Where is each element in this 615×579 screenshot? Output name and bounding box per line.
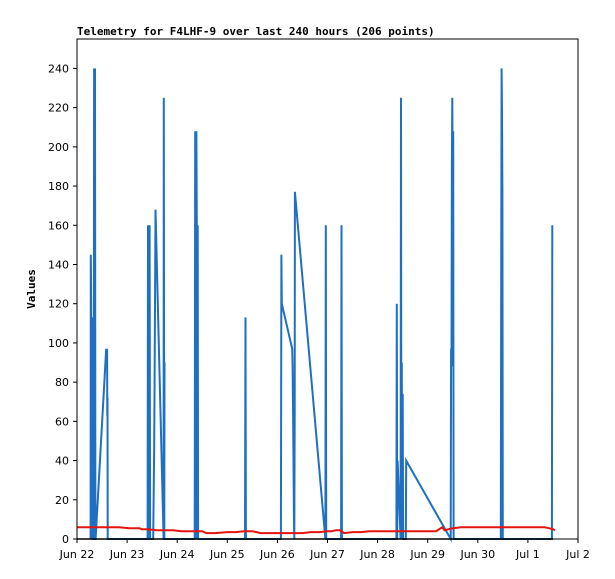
y-axis-label: Values (25, 269, 38, 309)
y-tick-label: 40 (55, 455, 69, 468)
x-tick-label: Jun 29 (409, 548, 445, 561)
x-tick-label: Jun 23 (109, 548, 145, 561)
y-tick-label: 60 (55, 415, 69, 428)
x-tick-label: Jun 26 (259, 548, 295, 561)
y-tick-label: 120 (48, 298, 69, 311)
x-tick-label: Jun 22 (59, 548, 95, 561)
y-tick-label: 140 (48, 258, 69, 271)
x-tick-label: Jul 1 (515, 548, 540, 561)
y-tick-label: 0 (62, 533, 69, 546)
y-tick-label: 160 (48, 219, 69, 232)
y-axis: 0 20 40 60 80 100 120 140 160 180 200 220 240 (48, 62, 77, 546)
y-tick-label: 80 (55, 376, 69, 389)
y-tick-label: 200 (48, 141, 69, 154)
x-tick-label: Jun 24 (159, 548, 195, 561)
x-tick-label: Jul 2 (565, 548, 590, 561)
y-tick-label: 220 (48, 102, 69, 115)
chart-title: Telemetry for F4LHF-9 over last 240 hour… (77, 25, 435, 38)
series-line-2 (77, 525, 556, 535)
x-tick-label: Jun 30 (459, 548, 495, 561)
x-tick-label: Jun 25 (209, 548, 245, 561)
x-axis: Jun 22 Jun 23 Jun 24 Jun 25 Jun 26 Jun 27 Jun … (59, 539, 590, 561)
plot-frame (76, 38, 579, 540)
y-tick-label: 100 (48, 337, 69, 350)
y-tick-label: 180 (48, 180, 69, 193)
x-tick-label: Jun 28 (359, 548, 395, 561)
x-tick-label: Jun 27 (309, 548, 345, 561)
y-tick-label: 20 (55, 494, 69, 507)
y-tick-label: 240 (48, 62, 69, 75)
